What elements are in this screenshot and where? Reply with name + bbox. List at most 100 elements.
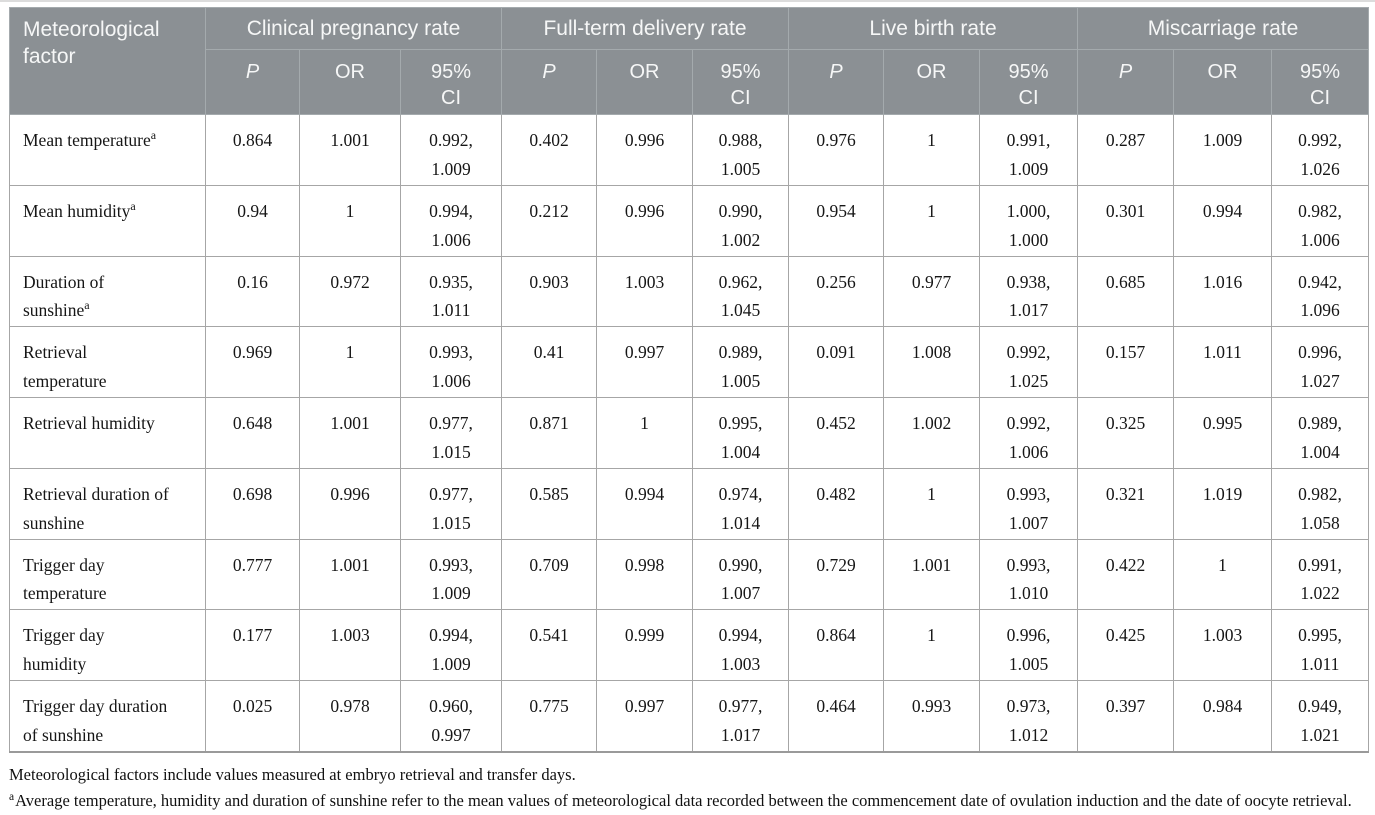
value-cell: 0.993, 1.006 xyxy=(400,326,502,398)
value-cell: 0.995, 1.004 xyxy=(692,397,789,469)
factor-cell: Retrieval temperature xyxy=(9,326,206,398)
table-row: Retrieval temperature 0.969 1 0.993, 1.0… xyxy=(9,326,1370,398)
value-cell: 0.994, 1.006 xyxy=(400,184,502,257)
subheader-p-miscarriage: P xyxy=(1077,49,1175,115)
table-row: Retrieval duration of sunshine 0.698 0.9… xyxy=(9,467,1370,540)
factor-label: Retrieval duration of sunshine xyxy=(23,483,169,533)
value-cell: 1.002 xyxy=(883,397,980,469)
value-cell: 1.003 xyxy=(299,609,401,681)
value-cell: 0.091 xyxy=(788,326,884,398)
value-cell: 0.982, 1.058 xyxy=(1271,467,1370,540)
subheader-ci-livebirth: 95% CI xyxy=(978,49,1079,115)
value-cell: 0.94 xyxy=(205,184,300,257)
table-row: Mean humiditya 0.94 1 0.994, 1.006 0.212… xyxy=(9,184,1370,257)
value-cell: 1 xyxy=(1173,538,1273,611)
top-rule xyxy=(0,0,1375,2)
value-cell: 0.982, 1.006 xyxy=(1271,184,1370,257)
value-cell: 0.864 xyxy=(788,609,884,681)
value-cell: 0.989, 1.005 xyxy=(692,326,789,398)
value-cell: 0.996, 1.027 xyxy=(1271,326,1370,398)
value-cell: 0.402 xyxy=(501,114,597,186)
value-cell: 1 xyxy=(299,326,401,398)
value-cell: 0.984 xyxy=(1173,679,1273,753)
value-cell: 0.996, 1.005 xyxy=(978,609,1079,681)
value-cell: 1.009 xyxy=(1173,114,1273,186)
value-cell: 1 xyxy=(883,114,980,186)
value-cell: 0.992, 1.026 xyxy=(1271,114,1370,186)
value-cell: 1.000, 1.000 xyxy=(978,184,1079,257)
value-cell: 0.775 xyxy=(501,679,597,753)
results-table: Meteorological factor Clinical pregnancy… xyxy=(9,7,1370,753)
subheader-p-clinical: P xyxy=(205,49,300,115)
value-cell: 0.942, 1.096 xyxy=(1271,255,1370,328)
value-cell: 1 xyxy=(883,609,980,681)
footnote-marker-a: a xyxy=(150,128,157,143)
table-row: Trigger day temperature 0.777 1.001 0.99… xyxy=(9,538,1370,611)
value-cell: 0.482 xyxy=(788,467,884,540)
value-cell: 0.321 xyxy=(1077,467,1175,540)
value-cell: 0.991, 1.009 xyxy=(978,114,1079,186)
value-cell: 0.16 xyxy=(205,255,300,328)
value-cell: 1.003 xyxy=(596,255,693,328)
factor-cell: Mean humiditya xyxy=(9,184,206,257)
value-cell: 0.996 xyxy=(299,467,401,540)
subheader-ci-miscarriage: 95% CI xyxy=(1271,49,1370,115)
value-cell: 0.935, 1.011 xyxy=(400,255,502,328)
factor-cell: Trigger day temperature xyxy=(9,538,206,611)
value-cell: 0.962, 1.045 xyxy=(692,255,789,328)
value-cell: 0.938, 1.017 xyxy=(978,255,1079,328)
factor-label: Trigger day temperature xyxy=(23,554,107,604)
value-cell: 1.001 xyxy=(883,538,980,611)
value-cell: 0.976 xyxy=(788,114,884,186)
value-cell: 0.422 xyxy=(1077,538,1175,611)
value-cell: 0.999 xyxy=(596,609,693,681)
factor-cell: Trigger day humidity xyxy=(9,609,206,681)
factor-label: Trigger day humidity xyxy=(23,625,105,675)
value-cell: 0.903 xyxy=(501,255,597,328)
subheader-or-miscarriage: OR xyxy=(1173,49,1273,115)
factor-cell: Mean temperaturea xyxy=(9,114,206,186)
footnote-a-marker: a xyxy=(9,790,15,803)
subheader-p-livebirth: P xyxy=(788,49,884,115)
subheader-ci-clinical: 95% CI xyxy=(400,49,502,115)
value-cell: 1.001 xyxy=(299,114,401,186)
group-header-miscarriage-rate: Miscarriage rate xyxy=(1077,7,1370,50)
value-cell: 0.997 xyxy=(596,679,693,753)
value-cell: 0.996 xyxy=(596,184,693,257)
value-cell: 0.685 xyxy=(1077,255,1175,328)
value-cell: 0.871 xyxy=(501,397,597,469)
value-cell: 0.996 xyxy=(596,114,693,186)
factor-cell: Duration of sunshinea xyxy=(9,255,206,328)
table-body: Mean temperaturea 0.864 1.001 0.992, 1.0… xyxy=(9,114,1370,753)
value-cell: 0.994, 1.003 xyxy=(692,609,789,681)
value-cell: 0.973, 1.012 xyxy=(978,679,1079,753)
value-cell: 0.993, 1.009 xyxy=(400,538,502,611)
value-cell: 0.994, 1.009 xyxy=(400,609,502,681)
group-header-clinical-pregnancy-rate: Clinical pregnancy rate xyxy=(205,7,502,50)
footnote-general: Meteorological factors include values me… xyxy=(9,764,576,784)
value-cell: 0.993, 1.010 xyxy=(978,538,1079,611)
value-cell: 0.025 xyxy=(205,679,300,753)
value-cell: 0.989, 1.004 xyxy=(1271,397,1370,469)
value-cell: 0.177 xyxy=(205,609,300,681)
value-cell: 0.990, 1.007 xyxy=(692,538,789,611)
value-cell: 0.997 xyxy=(596,326,693,398)
value-cell: 1 xyxy=(883,467,980,540)
value-cell: 1.008 xyxy=(883,326,980,398)
factor-cell: Retrieval humidity xyxy=(9,397,206,469)
value-cell: 0.977, 1.015 xyxy=(400,467,502,540)
subheader-or-clinical: OR xyxy=(299,49,401,115)
value-cell: 0.709 xyxy=(501,538,597,611)
value-cell: 0.977, 1.015 xyxy=(400,397,502,469)
value-cell: 0.992, 1.006 xyxy=(978,397,1079,469)
value-cell: 1.016 xyxy=(1173,255,1273,328)
value-cell: 0.648 xyxy=(205,397,300,469)
factor-label: Trigger day duration of sunshine xyxy=(23,696,168,745)
value-cell: 0.969 xyxy=(205,326,300,398)
value-cell: 1 xyxy=(883,184,980,257)
value-cell: 1.001 xyxy=(299,538,401,611)
footnote-marker-a: a xyxy=(130,198,136,213)
group-header-row: Meteorological factor Clinical pregnancy… xyxy=(9,7,1370,115)
sub-header-row: P OR 95% CI P OR 95% CI P OR 95% CI P OR… xyxy=(10,49,1370,115)
group-header-live-birth-rate: Live birth rate xyxy=(787,7,1079,50)
